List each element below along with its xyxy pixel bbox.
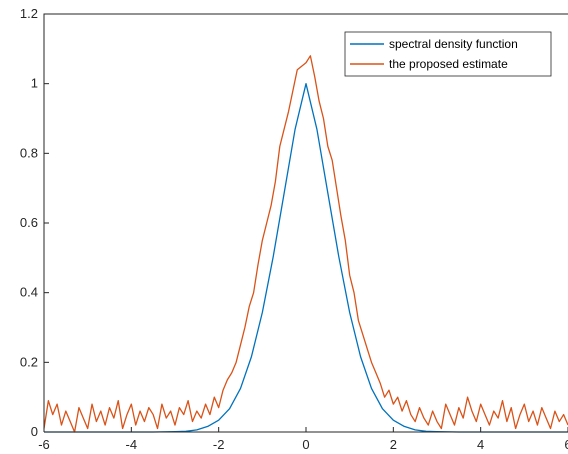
legend: spectral density function the proposed e… [344,31,552,77]
y-tick-label: 1 [31,76,38,91]
x-tick-label: 2 [390,437,397,452]
x-tick-label: 6 [564,437,568,452]
x-tick-label: -4 [126,437,138,452]
y-tick-label: 0.8 [20,145,38,160]
legend-label-estimate: the proposed estimate [389,57,508,71]
series-line-proposed-estimate [43,55,568,433]
y-tick-label: 0.2 [20,354,38,369]
x-tick-label: 4 [477,437,484,452]
ticks-layer: -6 -4 -2 0 2 4 6 0 0.2 0.4 0.6 0.8 1 1.2 [20,6,568,452]
x-tick-label: -6 [38,437,50,452]
x-tick-label: -2 [213,437,225,452]
legend-label-spectral: spectral density function [389,37,518,51]
x-tick-label: 0 [302,437,309,452]
plot-area [44,14,568,432]
y-tick-label: 0.4 [20,285,38,300]
y-tick-label: 1.2 [20,6,38,21]
y-tick-label: 0 [31,424,38,439]
legend-box [344,31,552,77]
y-tick-label: 0.6 [20,215,38,230]
